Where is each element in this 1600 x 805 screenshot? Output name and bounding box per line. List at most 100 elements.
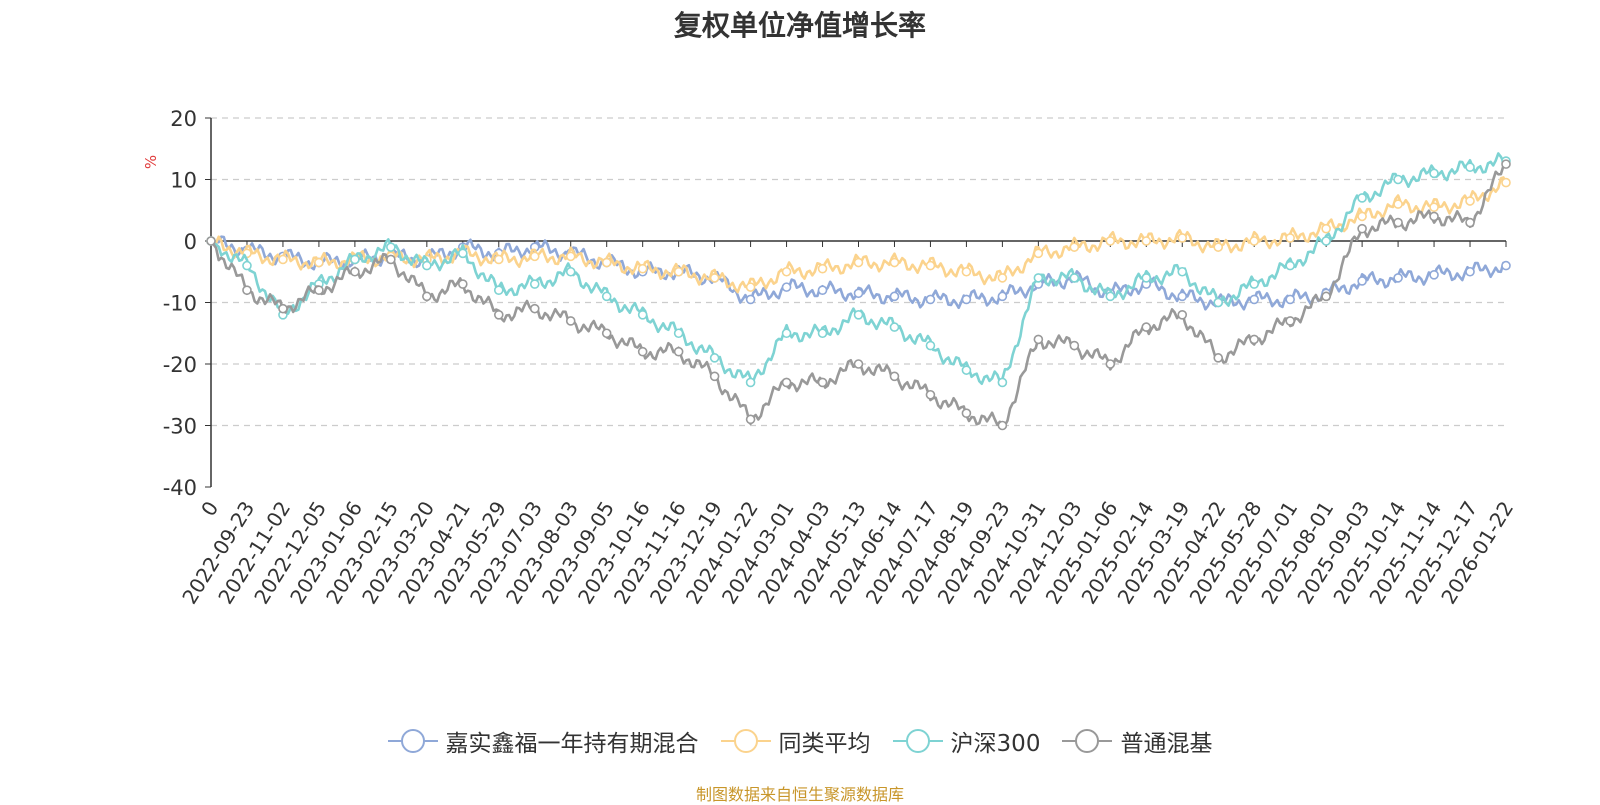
data-point: [350, 266, 360, 277]
data-point: [1105, 291, 1116, 302]
series-4: [206, 159, 1511, 431]
data-point: [997, 273, 1008, 283]
legend-label: 沪深300: [950, 731, 1041, 757]
data-point: [1357, 211, 1367, 222]
data-point: [1321, 223, 1331, 234]
data-point: [1285, 233, 1295, 243]
data-point: [242, 260, 252, 271]
data-point: [925, 340, 936, 351]
data-point: [673, 266, 684, 277]
data-point: [1429, 270, 1439, 280]
data-point: [925, 260, 936, 271]
data-point: [637, 309, 648, 320]
data-point: [565, 316, 576, 326]
data-point: [1465, 266, 1475, 277]
data-point: [1429, 202, 1439, 212]
data-point: [1285, 294, 1295, 305]
data-point: [1465, 217, 1475, 228]
data-point: [1141, 236, 1152, 246]
data-point: [1213, 297, 1224, 308]
data-point: [529, 279, 540, 289]
series-2: [206, 176, 1511, 294]
data-point: [673, 328, 684, 339]
legend-label: 普通混基: [1120, 731, 1213, 757]
data-point: [745, 282, 756, 292]
data-point: [1105, 359, 1116, 369]
legend-label: 嘉实鑫福一年持有期混合: [445, 731, 699, 757]
data-point: [350, 254, 360, 265]
data-point: [1393, 174, 1403, 185]
legend-item-3[interactable]: 沪深300: [892, 724, 1041, 758]
data-point: [961, 408, 972, 419]
data-point: [1141, 322, 1152, 332]
data-point: [889, 291, 900, 302]
series-3: [206, 152, 1511, 388]
data-point: [1429, 211, 1439, 222]
data-point: [529, 251, 540, 262]
data-point: [889, 371, 900, 382]
data-point: [314, 285, 324, 296]
data-point: [925, 294, 936, 305]
data-point: [1465, 162, 1475, 172]
series-lines: [206, 152, 1511, 431]
data-point: [925, 389, 936, 400]
data-point: [422, 260, 432, 271]
data-point: [817, 328, 828, 339]
data-point: [493, 285, 504, 296]
data-point: [601, 257, 612, 268]
data-point: [1321, 236, 1331, 246]
data-point: [458, 248, 468, 259]
data-point: [781, 266, 792, 277]
data-point: [1285, 316, 1295, 326]
data-point: [709, 273, 720, 283]
data-point: [1177, 266, 1188, 277]
data-point: [673, 346, 684, 357]
data-point: [997, 420, 1008, 431]
data-point: [781, 377, 792, 388]
data-point: [745, 377, 756, 388]
y-tick-label: -40: [163, 476, 197, 500]
data-point: [997, 377, 1008, 388]
data-point: [1321, 291, 1331, 302]
legend-item-4[interactable]: 普通混基: [1062, 724, 1212, 758]
y-tick-label: -20: [163, 353, 197, 377]
y-tick-label: 10: [170, 169, 197, 193]
data-point: [1393, 217, 1403, 228]
data-point: [961, 365, 972, 375]
data-point: [1177, 309, 1188, 320]
tick-labels: 20100-10-20-30-4002022-09-232022-11-0220…: [163, 107, 1519, 608]
data-point: [709, 371, 720, 382]
series-line: [210, 152, 1507, 385]
grid-lines: [211, 117, 1506, 427]
data-point: [853, 288, 864, 299]
legend-marker-icon: [720, 728, 771, 754]
data-point: [637, 263, 648, 274]
data-point: [1033, 273, 1044, 283]
legend-marker-icon: [892, 728, 943, 754]
x-tick-label: 0: [196, 497, 223, 521]
data-point: [386, 242, 396, 252]
data-point: [1501, 177, 1511, 188]
data-point: [1069, 340, 1080, 351]
y-tick-label: 20: [170, 107, 197, 131]
data-point: [997, 291, 1008, 302]
data-point: [709, 353, 720, 363]
data-point: [1357, 276, 1367, 286]
data-point: [1465, 196, 1475, 206]
data-point: [853, 359, 864, 369]
legend-item-1[interactable]: 嘉实鑫福一年持有期混合: [387, 724, 699, 758]
data-point: [817, 377, 828, 388]
data-point: [1141, 273, 1152, 283]
legend-item-2[interactable]: 同类平均: [720, 724, 871, 758]
legend-label: 同类平均: [778, 731, 871, 757]
data-point: [1357, 223, 1367, 234]
data-point: [637, 346, 648, 357]
data-point: [1033, 334, 1044, 345]
data-point: [1393, 273, 1403, 283]
data-point: [565, 251, 576, 262]
data-point: [458, 279, 468, 289]
data-point: [853, 309, 864, 320]
data-point: [1105, 236, 1116, 246]
data-point: [853, 257, 864, 268]
